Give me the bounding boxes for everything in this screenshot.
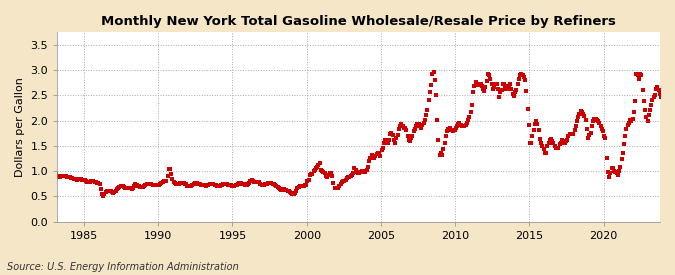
Y-axis label: Dollars per Gallon: Dollars per Gallon <box>15 77 25 177</box>
Text: Source: U.S. Energy Information Administration: Source: U.S. Energy Information Administ… <box>7 262 238 272</box>
Title: Monthly New York Total Gasoline Wholesale/Resale Price by Refiners: Monthly New York Total Gasoline Wholesal… <box>101 15 616 28</box>
